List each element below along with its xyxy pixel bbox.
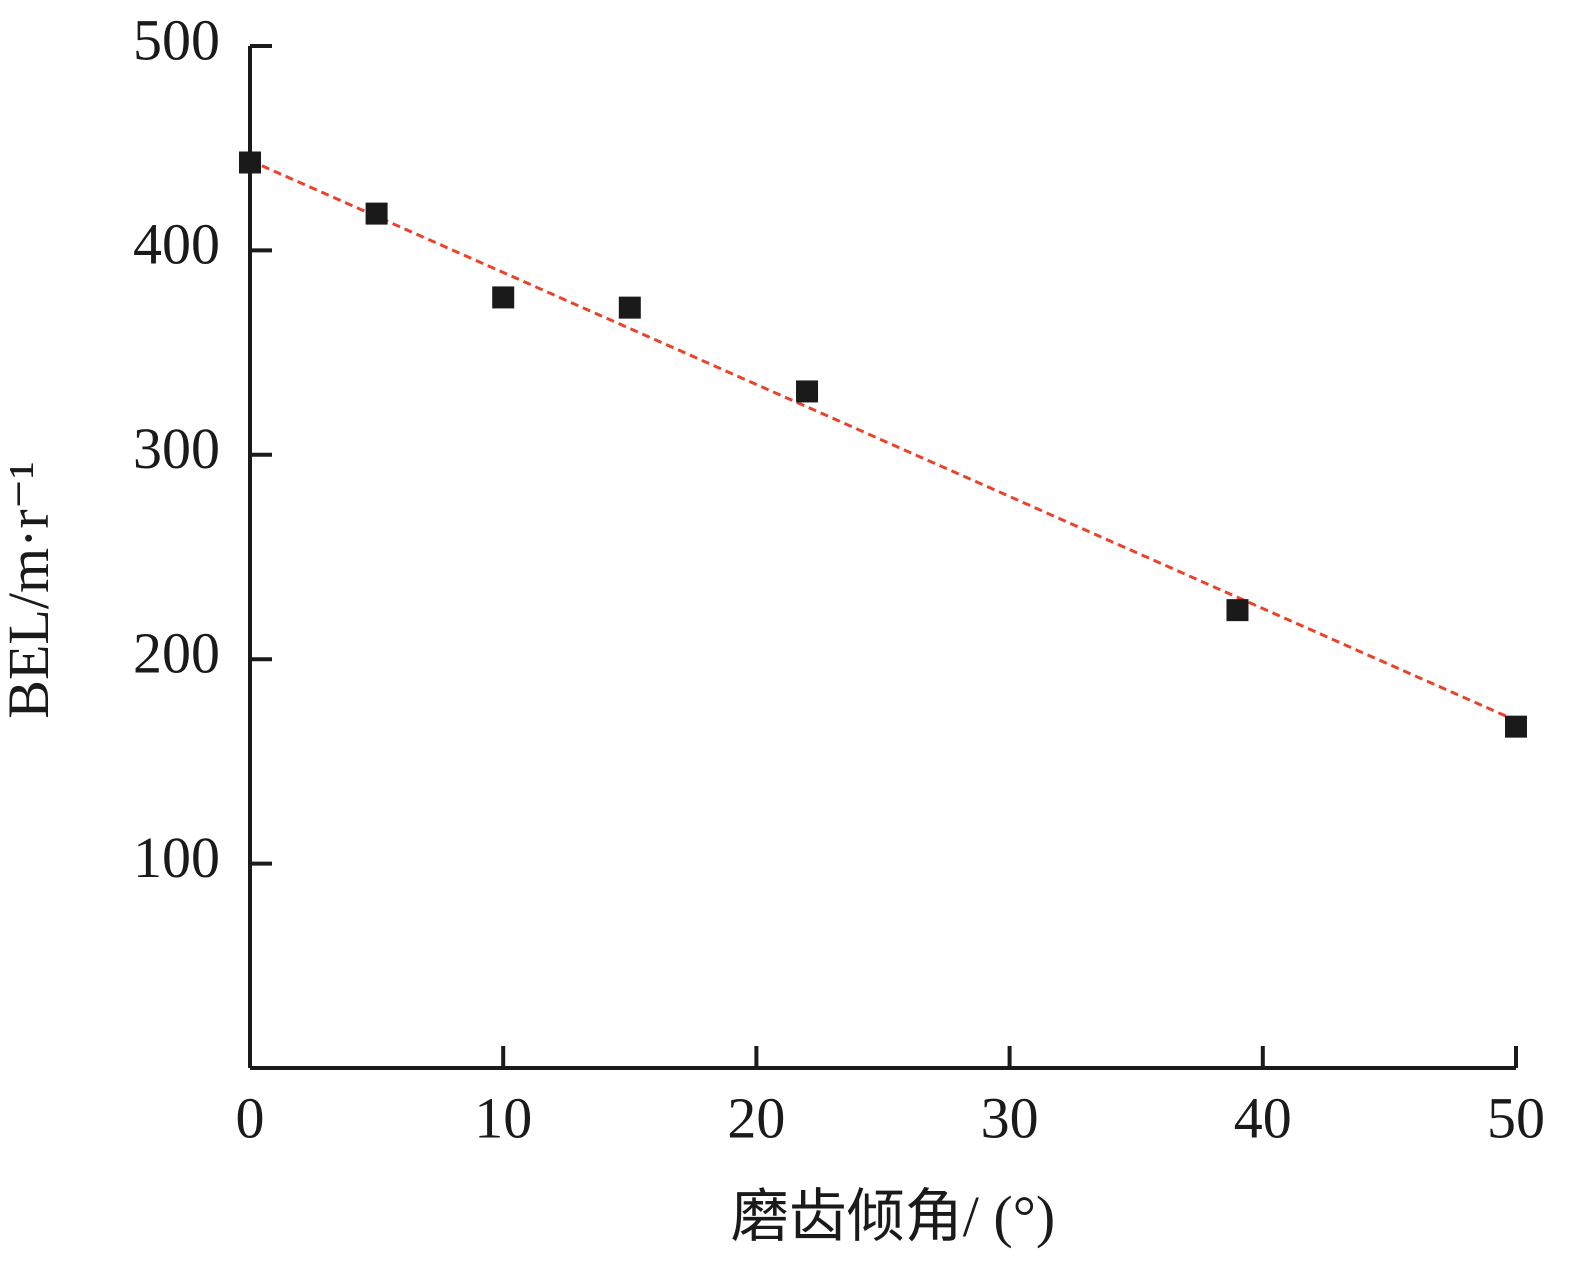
point — [239, 151, 261, 174]
x-tick-label: 40 — [1234, 1085, 1292, 1150]
y-tick-label: 200 — [133, 621, 220, 686]
y-tick-label: 400 — [133, 212, 220, 277]
trend-line — [249, 159, 1517, 722]
point — [365, 202, 388, 225]
x-axis-title: 磨齿倾角/ (°) — [731, 1184, 1055, 1249]
point — [492, 286, 515, 309]
y-tick-label: 300 — [133, 416, 220, 481]
y-tick-label: 100 — [133, 825, 220, 890]
x-tick-label: 10 — [474, 1085, 532, 1150]
point — [1505, 715, 1527, 738]
x-tick-label: 50 — [1487, 1085, 1545, 1150]
point — [1226, 599, 1249, 622]
y-tick-label: 500 — [133, 7, 220, 72]
point — [618, 296, 641, 319]
x-tick-label: 30 — [981, 1085, 1039, 1150]
x-tick-label: 20 — [727, 1085, 785, 1150]
y-axis-title: BEL/m·r⁻¹ — [0, 461, 61, 718]
point — [796, 380, 819, 403]
x-tick-label: 0 — [236, 1085, 265, 1150]
